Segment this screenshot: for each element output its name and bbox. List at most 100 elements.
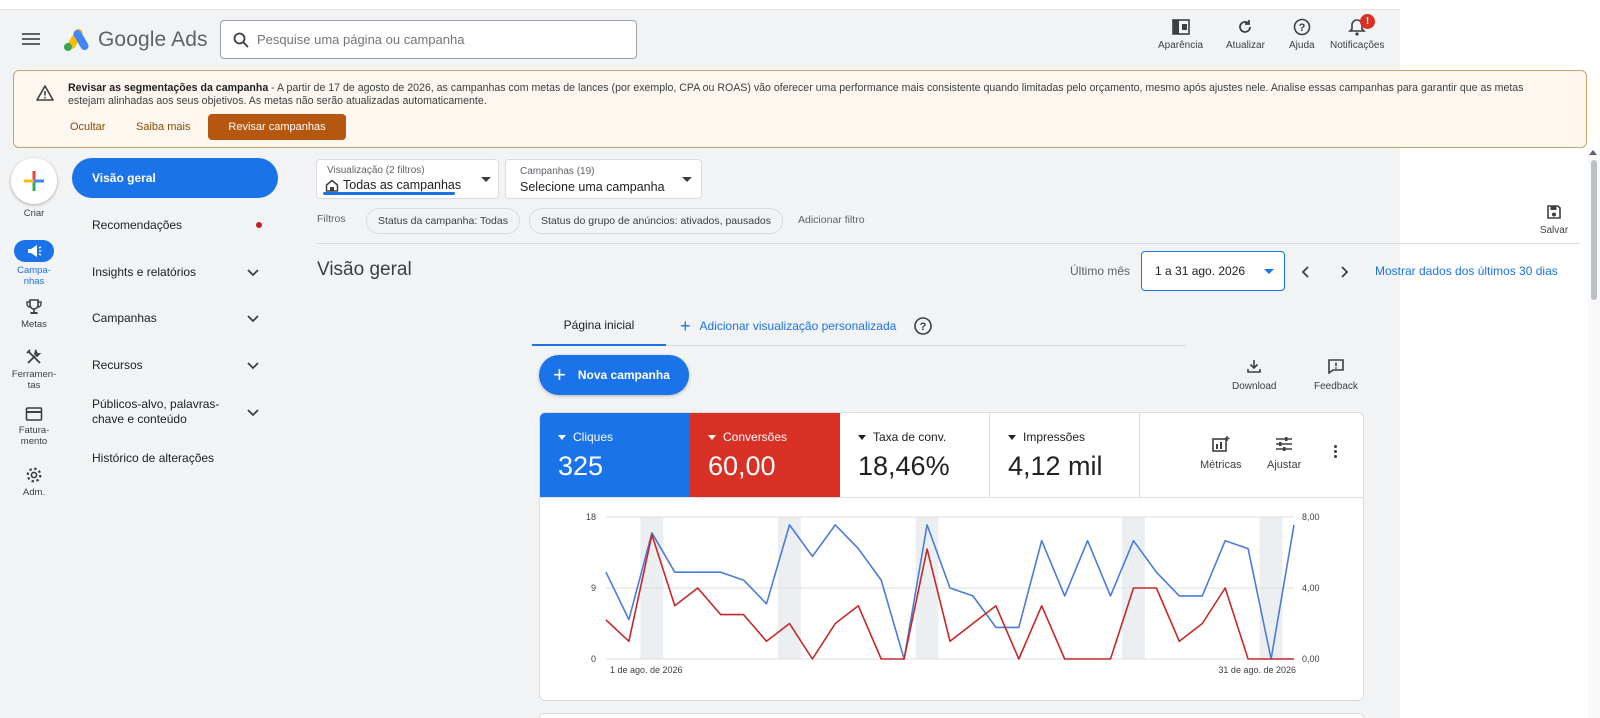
view-value-text: Todas as campanhas (343, 178, 462, 192)
plus-icon (24, 171, 44, 191)
nav-item-insights[interactable]: Insights e relatórios (72, 252, 278, 292)
nav-item-change-history[interactable]: Histórico de alterações (72, 438, 278, 478)
y-left-tick-label: 18 (586, 512, 596, 522)
y-right-tick-label: 4,00 (1302, 583, 1320, 593)
metric-clicks-label: Cliques (573, 430, 614, 444)
metrics-button[interactable]: Métricas (1200, 435, 1242, 471)
feedback-icon (1328, 359, 1344, 375)
feedback-button[interactable]: Feedback (1314, 358, 1358, 392)
rail-item-campaigns[interactable]: Campa-nhas (0, 240, 68, 287)
metric-conversions[interactable]: Conversões 60,00 (690, 413, 840, 497)
trophy-icon (26, 299, 42, 314)
create-button[interactable] (11, 158, 57, 204)
adjust-button[interactable]: Ajustar (1267, 435, 1301, 471)
add-filter-button[interactable]: Adicionar filtro (798, 214, 865, 226)
series-line-convers-es (605, 533, 1294, 660)
metric-conv-rate-value: 18,46% (858, 451, 950, 481)
download-label: Download (1232, 381, 1277, 392)
left-rail: Criar Campa-nhas Metas Ferramen-tas Fatu… (0, 150, 68, 718)
nav-item-campaigns[interactable]: Campanhas (72, 298, 278, 338)
save-button[interactable]: Salvar (1534, 204, 1574, 236)
rail-item-billing[interactable]: Fatura-mento (0, 406, 68, 447)
previous-period-button[interactable] (1296, 262, 1316, 282)
new-campaign-label: Nova campanha (577, 368, 670, 382)
feedback-label: Feedback (1314, 381, 1358, 392)
hide-button[interactable]: Ocultar (70, 121, 106, 133)
help-label: Ajuda (1289, 40, 1315, 51)
google-ads-logo[interactable]: Google Ads (62, 25, 208, 55)
svg-text:?: ? (920, 321, 927, 333)
caret-down-icon (1008, 434, 1016, 440)
filter-chip-campaign-status[interactable]: Status da campanha: Todas (366, 208, 520, 234)
window-top-strip (0, 0, 1600, 10)
metric-name: Cliques (558, 430, 613, 444)
dropdown-caret-icon (1264, 269, 1274, 274)
campaigns-rail-label: Campa-nhas (17, 265, 51, 287)
notifications-button[interactable]: ! Notificações (1330, 14, 1384, 64)
view-selector-label: Visualização (2 filtros) (327, 165, 425, 176)
metric-impressions[interactable]: Impressões 4,12 mil (990, 413, 1140, 497)
warning-icon (36, 85, 54, 101)
refresh-button[interactable]: Atualizar (1226, 18, 1265, 64)
nav-item-label: Insights e relatórios (92, 265, 197, 279)
alert-title: Revisar as segmentações da campanha (68, 82, 269, 94)
performance-card: Cliques 325 Conversões 60,00 Taxa de con… (539, 412, 1364, 701)
campaign-selector[interactable]: Campanhas (19) Selecione uma campanha (505, 159, 702, 199)
refresh-label: Atualizar (1226, 40, 1265, 51)
nav-panel: Visão geral Recomendações Insights e rel… (72, 150, 284, 718)
alert-message: Revisar as segmentações da campanha - A … (68, 82, 1548, 108)
download-button[interactable]: Download (1232, 358, 1276, 392)
search-input[interactable] (257, 32, 617, 47)
menu-icon[interactable] (22, 30, 44, 50)
date-range-label: Último mês (1070, 264, 1131, 278)
tab-home[interactable]: Página inicial (532, 306, 666, 346)
rail-item-goals[interactable]: Metas (0, 298, 68, 330)
nav-item-resources[interactable]: Recursos (72, 345, 278, 385)
add-custom-view-tab[interactable]: + Adicionar visualização personalizada (680, 306, 896, 346)
help-circle-icon[interactable]: ? (913, 316, 933, 336)
dropdown-caret-icon (682, 177, 692, 182)
search-box[interactable] (220, 20, 637, 59)
refresh-icon (1239, 20, 1252, 33)
scrollbar-thumb[interactable] (1591, 160, 1597, 300)
next-period-button[interactable] (1334, 262, 1354, 282)
rail-item-admin[interactable]: Adm. (0, 466, 68, 498)
tune-icon (1276, 437, 1293, 451)
review-campaigns-button[interactable]: Revisar campanhas (208, 114, 346, 140)
rail-item-tools[interactable]: Ferramen-tas (0, 348, 68, 391)
rail-create-label[interactable]: Criar (0, 208, 68, 219)
more-options-icon[interactable] (1334, 443, 1337, 460)
show-last-30-days-link[interactable]: Mostrar dados dos últimos 30 dias (1375, 264, 1558, 278)
adjust-label: Ajustar (1267, 459, 1302, 471)
filter-chip-adgroup-status[interactable]: Status do grupo de anúncios: ativados, p… (529, 208, 783, 234)
card-divider (540, 497, 1363, 498)
y-left-tick-label: 9 (591, 583, 596, 593)
add-chart-icon (1211, 436, 1230, 452)
gear-icon (26, 467, 42, 483)
learn-more-link[interactable]: Saiba mais (136, 121, 191, 133)
nav-item-audiences[interactable]: Públicos-alvo, palavras-chave e conteúdo (72, 392, 278, 432)
date-range-picker[interactable]: 1 a 31 ago. 2026 (1141, 251, 1285, 291)
new-campaign-button[interactable]: + Nova campanha (539, 355, 689, 395)
date-range-value: 1 a 31 ago. 2026 (1155, 264, 1246, 278)
campaign-selector-value: Selecione uma campanha (520, 180, 665, 194)
metric-clicks[interactable]: Cliques 325 (540, 413, 690, 497)
view-selector[interactable]: Visualização (2 filtros) Todas as campan… (316, 159, 499, 199)
logo-text: Google Ads (98, 28, 208, 51)
chevron-left-icon (1301, 266, 1309, 278)
chevron-down-icon (247, 409, 259, 417)
nav-item-recommendations[interactable]: Recomendações (72, 205, 278, 245)
plus-icon: + (553, 362, 566, 387)
nav-item-overview[interactable]: Visão geral (72, 158, 278, 198)
caret-down-icon (708, 434, 716, 440)
appearance-button[interactable]: Aparência (1158, 18, 1203, 64)
metric-conv-rate[interactable]: Taxa de conv. 18,46% (840, 413, 990, 497)
caret-down-icon (558, 434, 566, 440)
goals-label: Metas (21, 319, 47, 330)
metric-impressions-value: 4,12 mil (1008, 451, 1103, 481)
view-selector-value: Todas as campanhas (325, 178, 461, 192)
help-button[interactable]: ? Ajuda (1289, 18, 1315, 64)
metric-conversions-value: 60,00 (708, 451, 776, 481)
save-icon (1547, 205, 1561, 219)
scroll-up-arrow-icon[interactable] (1589, 150, 1597, 155)
